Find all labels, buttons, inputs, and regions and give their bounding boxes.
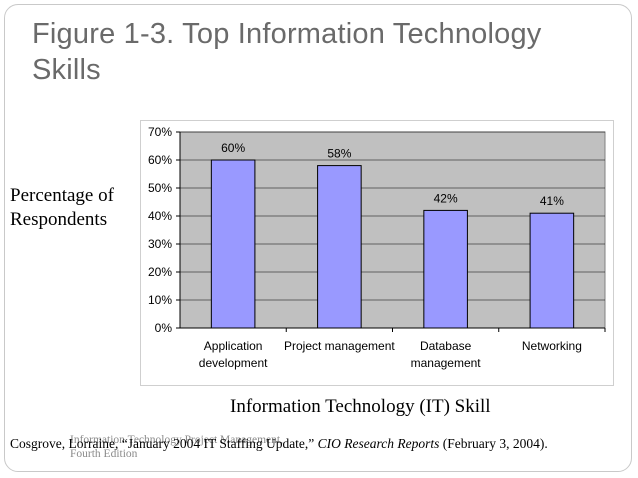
slide-title: Figure 1-3. Top Information Technology S… <box>32 16 592 88</box>
citation: Cosgrove, Lorraine, “January 2004 IT Sta… <box>10 436 630 452</box>
bar <box>210 159 256 329</box>
y-tick-label: 10% <box>148 293 172 307</box>
y-tick-label: 60% <box>148 153 172 167</box>
data-label: 42% <box>434 191 458 205</box>
y-axis-label: Percentage of Respondents <box>10 184 150 232</box>
course-footer-line2: Fourth Edition <box>70 448 138 460</box>
bar-chart: 0% 10% 20% 30% 40% 50% 60% 70% 60% Application dev… <box>148 125 606 370</box>
y-axis-label-line2: Respondents <box>10 209 108 230</box>
course-footer: Information Technology Project Managemen… <box>70 433 330 461</box>
bar <box>423 209 468 329</box>
y-tick-label: 20% <box>148 265 172 279</box>
y-tick-label: 0% <box>155 321 173 335</box>
y-tick-label: 50% <box>148 181 172 195</box>
y-tick-label: 40% <box>148 209 172 223</box>
x-tick-label: management <box>411 356 482 370</box>
x-tick-label: development <box>199 356 268 370</box>
y-tick-label: 30% <box>148 237 172 251</box>
x-tick-label: Project management <box>284 339 395 353</box>
slide-title-line1: Figure 1-3. Top Information Technology <box>32 18 542 50</box>
bar <box>317 165 362 329</box>
x-axis-label: Information Technology (IT) Skill <box>230 396 491 417</box>
data-label: 60% <box>221 141 245 155</box>
slide-title-line2: Skills <box>32 54 101 86</box>
y-axis-label-line1: Percentage of <box>10 185 114 206</box>
data-label: 58% <box>327 147 351 161</box>
x-tick-label: Database <box>420 339 472 353</box>
citation-date: (February 3, 2004). <box>439 436 548 451</box>
y-tick-label: 70% <box>148 125 172 139</box>
citation-publication: CIO Research Reports <box>317 436 440 451</box>
data-label: 41% <box>540 194 564 208</box>
bar <box>529 212 575 329</box>
x-tick-label: Networking <box>522 339 582 353</box>
course-footer-line1: Information Technology Project Managemen… <box>70 434 283 446</box>
x-tick-label: Application <box>204 339 263 353</box>
citation-authors-title: Cosgrove, Lorraine, “January 2004 IT Sta… <box>10 436 318 451</box>
